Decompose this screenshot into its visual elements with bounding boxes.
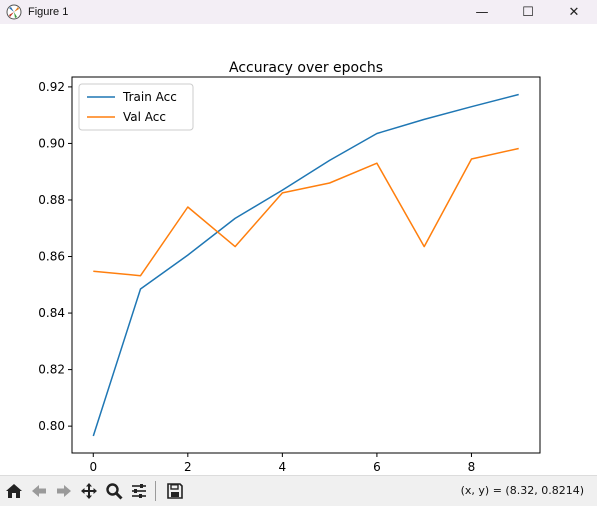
zoom-icon <box>106 483 123 500</box>
home-icon <box>6 484 22 498</box>
series-line-train-acc <box>92 93 519 437</box>
pan-icon <box>81 483 97 499</box>
series-line-val-acc <box>93 147 519 277</box>
y-tick-label: 0.80 <box>38 419 65 433</box>
forward-button[interactable] <box>53 480 75 502</box>
y-tick-label: 0.88 <box>38 193 65 207</box>
legend: Train Acc Val Acc <box>78 83 194 131</box>
window-titlebar: Figure 1 — ☐ ✕ <box>0 0 597 24</box>
matplotlib-logo-icon <box>6 4 22 20</box>
chart: Accuracy over epochs 0.800.820.840.860.8… <box>38 60 541 474</box>
save-button[interactable] <box>164 480 186 502</box>
figure-canvas[interactable]: Accuracy over epochs 0.80 0.82 0.84 0.86 0.8… <box>0 24 597 475</box>
window-controls: — ☐ ✕ <box>459 0 597 24</box>
minimize-button[interactable]: — <box>475 4 489 20</box>
forward-arrow-icon <box>57 485 71 497</box>
window-title: Figure 1 <box>28 6 69 18</box>
x-tick-label: 0 <box>89 460 97 474</box>
back-button[interactable] <box>28 480 50 502</box>
y-tick-label: 0.90 <box>38 136 65 150</box>
cursor-coordinates: (x, y) = (8.32, 0.8214) <box>460 484 584 497</box>
maximize-button[interactable]: ☐ <box>522 4 534 20</box>
legend-label-train: Train Acc <box>122 90 177 104</box>
legend-label-val: Val Acc <box>123 110 166 124</box>
toolbar-separator <box>155 481 156 501</box>
pan-button[interactable] <box>78 480 100 502</box>
series-layer <box>92 93 519 437</box>
save-icon <box>167 483 183 499</box>
home-button[interactable] <box>3 480 25 502</box>
x-axis: 0 2 4 6 8 <box>89 453 475 474</box>
y-tick-label: 0.86 <box>38 250 65 264</box>
legend-box <box>78 83 194 131</box>
x-tick-label: 4 <box>279 460 287 474</box>
navigation-toolbar: (x, y) = (8.32, 0.8214) <box>0 475 597 506</box>
chart-title: Accuracy over epochs <box>229 60 383 76</box>
close-button[interactable]: ✕ <box>568 4 580 20</box>
y-axis: 0.80 0.82 0.84 0.86 0.88 0.90 0.92 <box>38 80 72 433</box>
y-tick-label: 0.82 <box>38 363 65 377</box>
x-tick-label: 2 <box>184 460 192 474</box>
back-arrow-icon <box>32 485 46 497</box>
plot-frame <box>71 76 541 454</box>
y-tick-label: 0.92 <box>38 80 65 94</box>
y-tick-label: 0.84 <box>38 306 65 320</box>
configure-subplots-button[interactable] <box>128 480 150 502</box>
configure-subplots-icon <box>132 484 146 498</box>
zoom-button[interactable] <box>103 480 125 502</box>
x-tick-label: 8 <box>468 460 476 474</box>
x-tick-label: 6 <box>373 460 381 474</box>
